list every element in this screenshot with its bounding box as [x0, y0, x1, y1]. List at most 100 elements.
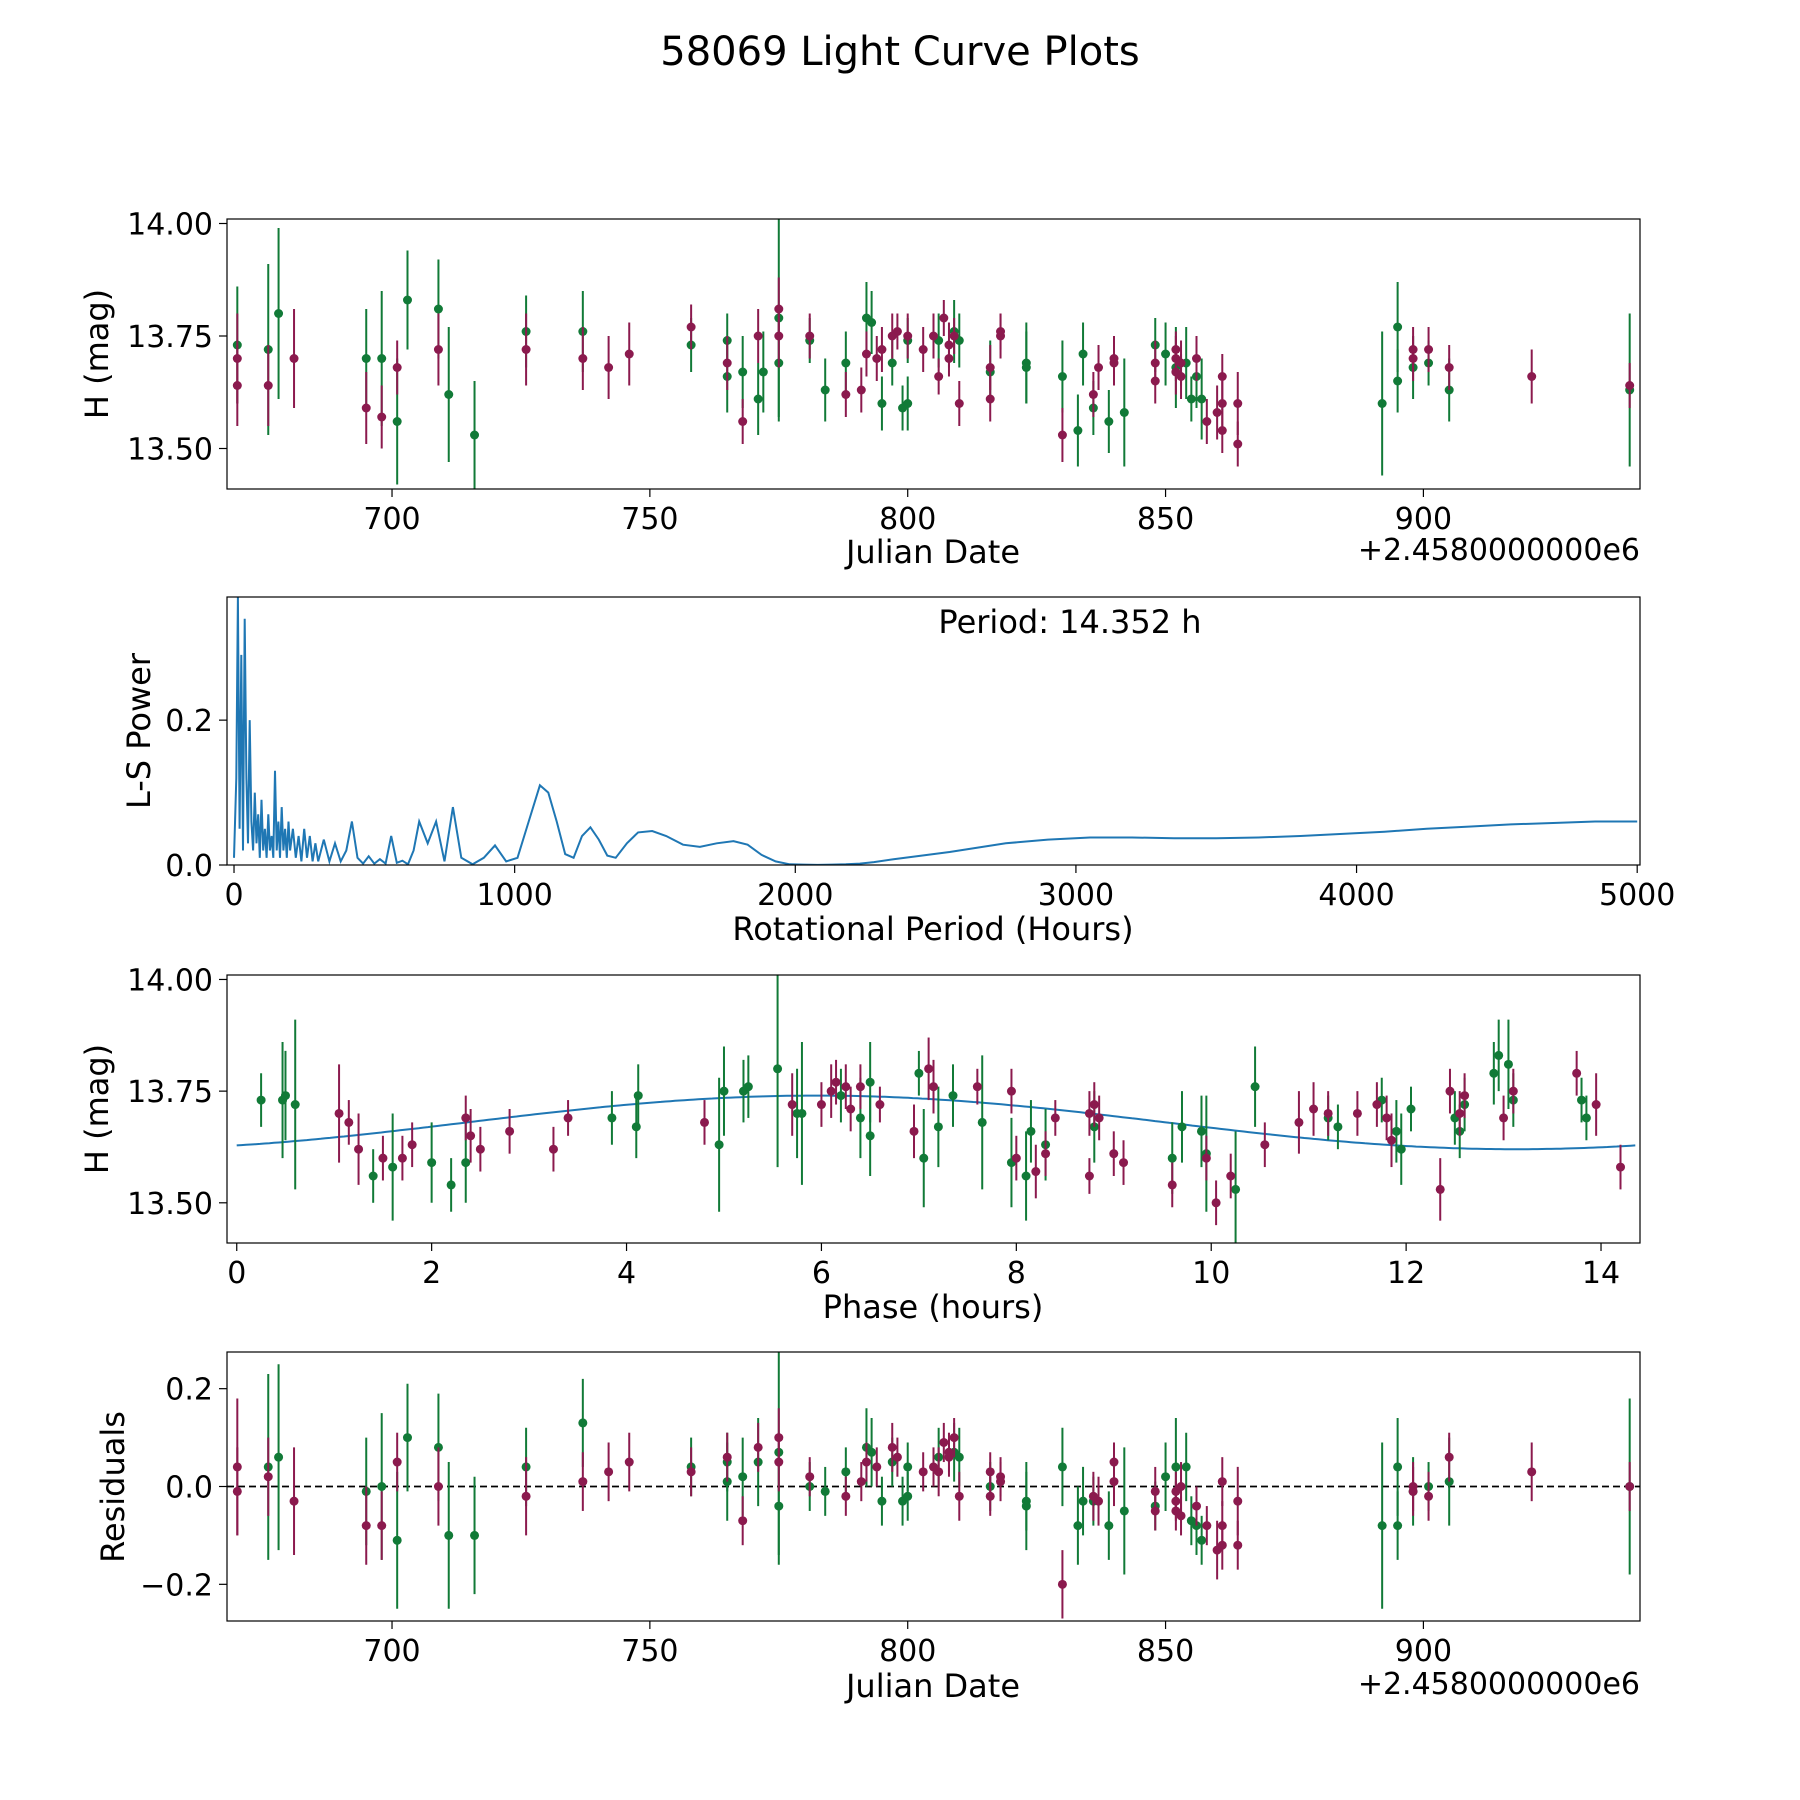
phased-red-point — [397, 1153, 407, 1163]
lightcurve-red-point — [1192, 354, 1202, 363]
lightcurve-xtick-label: 800 — [879, 502, 936, 537]
phased-green-point — [1333, 1122, 1343, 1132]
phased-green-point — [1196, 1126, 1206, 1136]
residuals-red-point — [392, 1457, 402, 1467]
residuals-red-point — [578, 1477, 588, 1487]
lightcurve-green-point — [1197, 394, 1207, 404]
residuals-red-point — [433, 1482, 443, 1491]
residuals-red-point — [949, 1433, 959, 1443]
lightcurve-red-point — [433, 345, 443, 354]
residuals-red-point — [1176, 1511, 1186, 1521]
lightcurve-red-point — [686, 322, 696, 332]
lightcurve-red-point — [1088, 390, 1098, 399]
lightcurve-green-point — [738, 367, 748, 377]
residuals-green-point — [903, 1462, 913, 1472]
residuals-red-point — [753, 1442, 763, 1452]
phased-green-point — [388, 1162, 398, 1172]
lightcurve-green-point — [1057, 372, 1067, 381]
lightcurve-green-point — [841, 358, 851, 368]
lightcurve-red-point — [985, 363, 995, 372]
phased-red-point — [1031, 1167, 1041, 1177]
lightcurve-green-point — [867, 318, 877, 327]
phased-green-point — [1250, 1082, 1260, 1092]
phased-xtick-label: 10 — [1192, 1256, 1230, 1291]
lightcurve-green-point — [820, 385, 830, 395]
lightcurve-red-point — [578, 354, 588, 363]
lightcurve-green-point — [758, 367, 768, 377]
lightcurve-ytick-label: 13.50 — [127, 433, 213, 468]
periodogram-xtick-label: 5000 — [1599, 878, 1675, 913]
phased-ytick-label: 13.75 — [127, 1075, 213, 1110]
lightcurve-green-point — [877, 399, 887, 408]
phased-green-point — [461, 1158, 471, 1168]
phased-red-point — [344, 1117, 354, 1127]
lightcurve-red-point — [624, 349, 634, 359]
lightcurve-red-point — [1217, 426, 1227, 435]
residuals-red-point — [521, 1491, 531, 1501]
residuals-red-point — [738, 1516, 748, 1526]
phased-red-point — [875, 1100, 885, 1110]
periodogram-xlabel: Rotational Period (Hours) — [732, 910, 1133, 948]
lightcurve-green-point — [753, 394, 763, 404]
phased-green-point — [773, 1064, 783, 1074]
residuals-green-point — [738, 1472, 748, 1482]
lightcurve-panel: 700 750 800 850 900 13.50 13.75 14.00 Julian Da… — [78, 208, 1641, 571]
lightcurve-red-point — [1212, 408, 1222, 417]
lightcurve-red-point — [1444, 363, 1454, 372]
lightcurve-green-point — [433, 304, 443, 314]
lightcurve-green-point — [1104, 417, 1114, 426]
phased-green-point — [1577, 1095, 1587, 1105]
lightcurve-green-point — [444, 390, 454, 399]
periodogram-panel: 0 1000 2000 3000 4000 5000 0.0 0.2 Period: 14.3… — [120, 596, 1675, 948]
phased-red-point — [1119, 1158, 1129, 1168]
phased-red-point — [924, 1064, 934, 1074]
residuals-red-point — [954, 1491, 964, 1501]
lightcurve-red-point — [1176, 358, 1186, 368]
lightcurve-red-point — [861, 349, 871, 359]
periodogram-ytick-label: 0.2 — [165, 704, 213, 739]
lightcurve-red-point — [377, 412, 387, 422]
phased-green-point — [607, 1113, 617, 1123]
residuals-red-point — [289, 1496, 299, 1506]
lightcurve-red-point — [1233, 399, 1243, 408]
phased-green-point — [714, 1140, 724, 1150]
residuals-red-point — [624, 1457, 634, 1467]
lightcurve-red-point — [1527, 372, 1537, 381]
lightcurve-red-point — [856, 385, 866, 395]
lightcurve-green-point — [1021, 363, 1031, 372]
lightcurve-frame — [226, 218, 1641, 490]
residuals-green-point — [903, 1491, 913, 1501]
residuals-ylabel: Residuals — [94, 1411, 132, 1563]
phased-red-point — [1109, 1149, 1119, 1159]
phased-red-point — [461, 1113, 471, 1123]
lightcurve-red-point — [939, 313, 949, 323]
lightcurve-red-point — [289, 354, 299, 363]
phased-red-point — [1455, 1108, 1465, 1118]
residuals-red-point — [934, 1467, 944, 1477]
residuals-green-point — [820, 1486, 830, 1496]
residuals-red-point — [604, 1467, 614, 1477]
phased-red-point — [826, 1086, 836, 1096]
phased-red-point — [1387, 1135, 1397, 1145]
phased-red-point — [1294, 1117, 1304, 1127]
lightcurve-red-point — [774, 304, 784, 314]
phased-red-point — [909, 1126, 919, 1136]
periodogram-power-line — [233, 597, 1638, 865]
phased-red-point — [505, 1126, 515, 1136]
lightcurve-red-point — [1217, 399, 1227, 408]
residuals-red-point — [1233, 1540, 1243, 1550]
lightcurve-green-point — [377, 354, 387, 363]
residuals-xtick-label: 900 — [1395, 1634, 1452, 1669]
phased-red-point — [699, 1117, 709, 1127]
lightcurve-ylabel: H (mag) — [78, 289, 116, 419]
phased-red-point — [787, 1100, 797, 1110]
phased-red-point — [354, 1144, 364, 1154]
lightcurve-red-point — [918, 345, 928, 354]
residuals-red-point — [1625, 1482, 1635, 1491]
phased-green-point — [977, 1117, 987, 1127]
phased-green-point — [719, 1086, 729, 1096]
residuals-red-point — [1057, 1579, 1067, 1589]
lightcurve-xtick-label: 850 — [1137, 502, 1194, 537]
phased-xtick-label: 0 — [227, 1256, 246, 1291]
